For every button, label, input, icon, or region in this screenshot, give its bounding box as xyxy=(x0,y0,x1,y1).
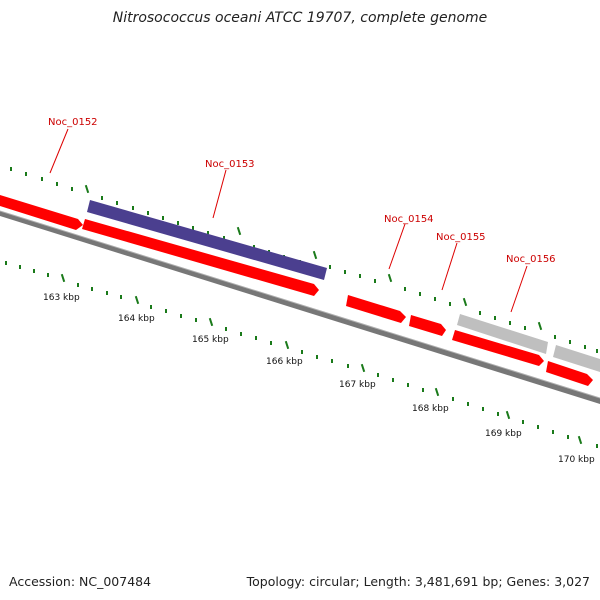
gene-label-noc-0154[interactable]: Noc_0154 xyxy=(384,214,434,225)
scale-label: 168 kbp xyxy=(412,404,449,414)
gene-noc-0156-reverse-b[interactable] xyxy=(546,361,593,386)
gene-noc-0156-feature-a[interactable] xyxy=(457,314,548,354)
label-leader-noc-0152 xyxy=(49,128,69,174)
backbone xyxy=(0,210,600,404)
scale-label: 165 kbp xyxy=(192,335,229,345)
map-title: Nitrosococcus oceani ATCC 19707, complet… xyxy=(112,10,488,26)
inner-tick-track xyxy=(5,261,598,448)
gene-noc-0155-feature[interactable] xyxy=(409,315,446,336)
scale-label: 166 kbp xyxy=(266,357,303,367)
accession-label: Accession: NC_007484 xyxy=(9,574,152,589)
label-leader-noc-0154 xyxy=(388,223,406,270)
gene-labels: Noc_0152 Noc_0153 Noc_0154 Noc_0155 Noc_… xyxy=(48,117,556,313)
scale-label: 169 kbp xyxy=(485,429,522,439)
backbone-line xyxy=(0,211,600,404)
gene-label-noc-0153[interactable]: Noc_0153 xyxy=(205,159,255,170)
gene-noc-0153-feature[interactable] xyxy=(87,200,327,280)
outer-tick-track xyxy=(10,167,598,353)
gene-label-noc-0152[interactable]: Noc_0152 xyxy=(48,117,98,128)
scale-labels: 163 kbp 164 kbp 165 kbp 166 kbp 167 kbp … xyxy=(43,293,595,465)
gene-noc-0156-reverse-a[interactable] xyxy=(452,330,544,366)
gene-noc-0153-reverse[interactable] xyxy=(82,219,319,296)
scale-label: 167 kbp xyxy=(339,380,376,390)
label-leader-noc-0153 xyxy=(212,169,227,219)
label-leader-noc-0155 xyxy=(441,242,458,291)
scale-label: 163 kbp xyxy=(43,293,80,303)
scale-label: 164 kbp xyxy=(118,314,155,324)
gene-label-noc-0156[interactable]: Noc_0156 xyxy=(506,254,556,265)
reverse-feature-track xyxy=(82,219,593,386)
gene-label-noc-0155[interactable]: Noc_0155 xyxy=(436,232,486,243)
gene-noc-0154-feature[interactable] xyxy=(346,295,406,323)
forward-feature-track xyxy=(0,195,600,372)
gene-noc-0152-forward[interactable] xyxy=(0,195,83,230)
summary-label: Topology: circular; Length: 3,481,691 bp… xyxy=(246,574,590,589)
label-leader-noc-0156 xyxy=(510,265,528,313)
scale-label: 170 kbp xyxy=(558,455,595,465)
gene-noc-0156-feature-b[interactable] xyxy=(553,345,600,372)
